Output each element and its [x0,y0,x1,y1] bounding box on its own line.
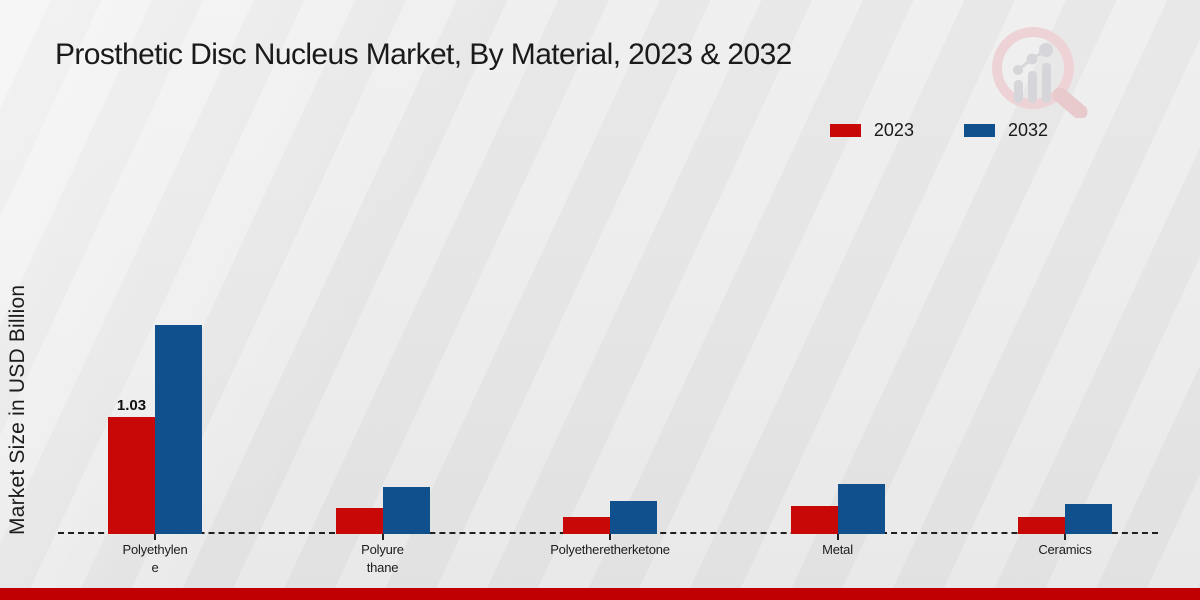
category-label-polyurethane: Polyure thane [361,542,404,575]
footer-accent-bar [0,588,1200,600]
x-axis-tick [1064,534,1066,540]
bar-2023-polyethylene [108,417,155,534]
x-axis-tick [836,534,839,540]
bar-2023-metal [790,506,838,534]
bar-2032-polyetheretherketone [610,501,657,534]
bar-2032-polyurethane [382,487,430,534]
watermark-logo-icon [992,27,1088,118]
category-label-metal: Metal [822,542,853,557]
category-label-polyethylene: Polyethylen e [122,542,188,575]
bar-2023-polyetheretherketone [563,517,610,534]
legend-label-2032: 2032 [1007,120,1048,140]
legend-item-2023: 2023 [829,120,914,141]
x-axis-tick [381,534,384,540]
y-axis-label: Market Size in USD Billion [6,284,29,536]
chart-title: Prosthetic Disc Nucleus Market, By Mater… [55,38,792,71]
bar-2023-ceramics [1018,517,1065,534]
legend-swatch-2032 [963,124,995,137]
legend-swatch-2023 [829,124,861,137]
x-axis-tick [154,534,156,540]
bar-2032-polyethylene [155,325,202,534]
category-label-ceramics: Ceramics [1038,542,1092,557]
bar-2032-metal [837,484,885,534]
bar-2032-ceramics [1065,504,1112,534]
legend-label-2023: 2023 [873,120,914,140]
category-label-polyetheretherketone: Polyetheretherketone [550,542,670,557]
x-axis-tick [609,534,611,540]
bar-value-label-2023-polyethylene: 1.03 [116,397,147,414]
legend: 2023 2032 [829,120,1048,141]
bar-2023-polyurethane [335,508,383,534]
legend-item-2032: 2032 [963,120,1048,141]
